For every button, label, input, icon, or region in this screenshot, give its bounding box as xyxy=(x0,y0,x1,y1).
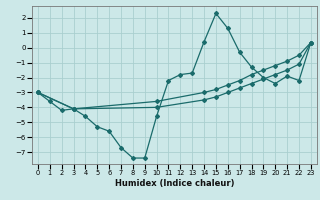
X-axis label: Humidex (Indice chaleur): Humidex (Indice chaleur) xyxy=(115,179,234,188)
